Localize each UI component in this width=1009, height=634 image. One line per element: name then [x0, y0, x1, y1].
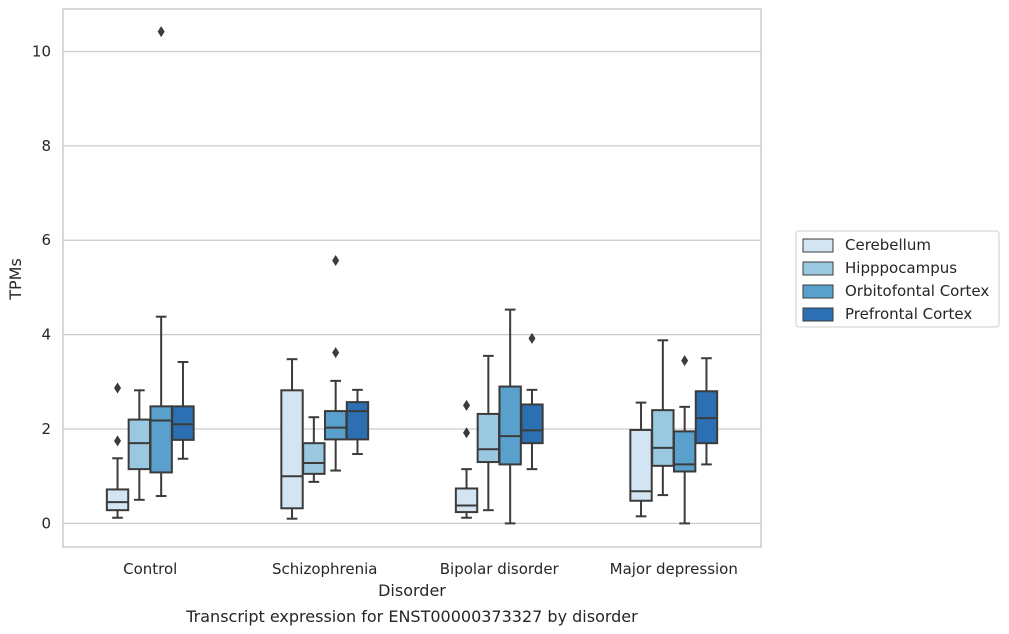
legend-swatch — [802, 238, 834, 253]
box — [345, 401, 370, 441]
legend-label: Orbitofontal Cortex — [845, 282, 989, 300]
x-axis-label: Disorder — [378, 581, 446, 600]
box — [498, 385, 522, 466]
box — [454, 487, 479, 514]
outlier-point — [114, 382, 122, 394]
chart-caption: Transcript expression for ENST0000037332… — [185, 607, 638, 626]
y-tick-label: 0 — [41, 514, 51, 532]
y-tick-label: 2 — [41, 420, 51, 438]
outlier-point — [463, 427, 471, 439]
legend-swatch — [802, 307, 834, 322]
box — [629, 428, 653, 502]
box — [127, 418, 152, 471]
y-tick-label: 4 — [41, 326, 51, 344]
x-tick-label: Schizophrenia — [272, 560, 377, 578]
outlier-point — [332, 347, 340, 359]
box-plot-series — [105, 26, 719, 525]
y-tick-label: 8 — [41, 137, 51, 155]
legend-frame — [795, 230, 1000, 328]
legend-swatch — [802, 261, 834, 276]
legend-label: Prefrontal Cortex — [845, 305, 972, 323]
y-axis-label: TPMs — [6, 258, 25, 301]
y-tick-label: 10 — [32, 42, 51, 60]
outlier-point — [157, 26, 165, 38]
outlier-point — [463, 399, 471, 411]
box — [672, 430, 697, 473]
outlier-point — [528, 332, 536, 344]
box — [149, 405, 173, 474]
box — [323, 410, 348, 441]
box — [280, 389, 304, 510]
plot-frame — [62, 8, 762, 548]
box — [171, 405, 195, 441]
series-cerebellum — [105, 358, 653, 520]
outlier-point — [332, 255, 340, 267]
outlier-point — [114, 435, 122, 447]
box — [476, 412, 501, 464]
legend-label: Cerebellum — [845, 236, 931, 254]
series-hipppocampus — [127, 339, 675, 512]
outlier-point — [681, 355, 689, 367]
x-tick-label: Major depression — [610, 560, 738, 578]
series-prefrontal-cortex — [171, 332, 719, 471]
x-tick-label: Control — [123, 560, 177, 578]
x-tick-label: Bipolar disorder — [440, 560, 560, 578]
legend-swatch — [802, 284, 834, 299]
x-axis-ticks: Control Schizophrenia Bipolar disorder Majo… — [123, 560, 738, 578]
legend-label: Hipppocampus — [845, 259, 957, 277]
box — [105, 488, 130, 512]
box — [520, 403, 544, 445]
series-orbitofontal-cortex — [149, 26, 697, 525]
y-axis-ticks: 0 2 4 6 8 10 — [32, 42, 51, 532]
y-tick-label: 6 — [41, 231, 51, 249]
legend: Cerebellum Hipppocampus Orbitofontal Corte… — [795, 230, 1000, 328]
box — [651, 409, 675, 467]
box — [302, 442, 326, 475]
